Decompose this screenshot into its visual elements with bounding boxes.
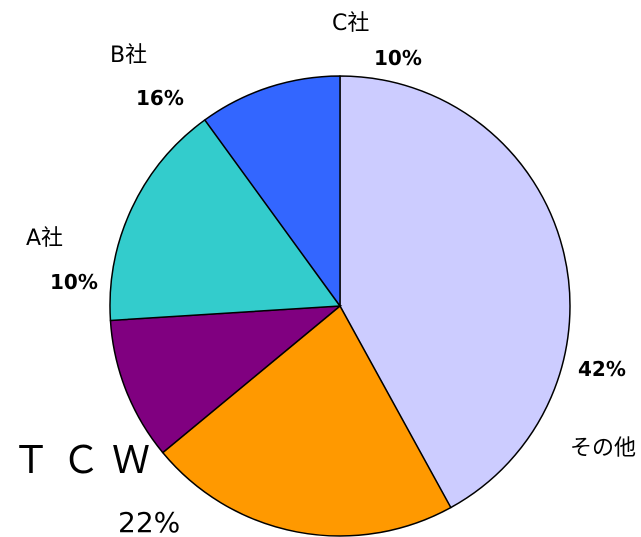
pie-slice-other bbox=[339, 75, 571, 509]
slice-label-c: C社 bbox=[332, 11, 369, 36]
pie-slice-b bbox=[109, 118, 342, 322]
pie-slices bbox=[109, 75, 571, 537]
pie-slice-tcw bbox=[161, 304, 452, 537]
slice-value-a: 10% bbox=[50, 270, 98, 294]
pie-slice-c bbox=[203, 75, 341, 309]
slice-label-b: B社 bbox=[110, 43, 147, 68]
slice-label-tcw: ＴＣＷ bbox=[12, 438, 162, 482]
slice-value-tcw: 22% bbox=[118, 506, 180, 537]
slice-value-c: 10% bbox=[374, 46, 422, 70]
pie-slice-a bbox=[109, 305, 343, 454]
slice-value-other: 42% bbox=[578, 357, 626, 381]
slice-label-other: その他 bbox=[570, 436, 636, 461]
slice-label-a: A社 bbox=[26, 226, 63, 251]
slice-value-b: 16% bbox=[136, 86, 184, 110]
